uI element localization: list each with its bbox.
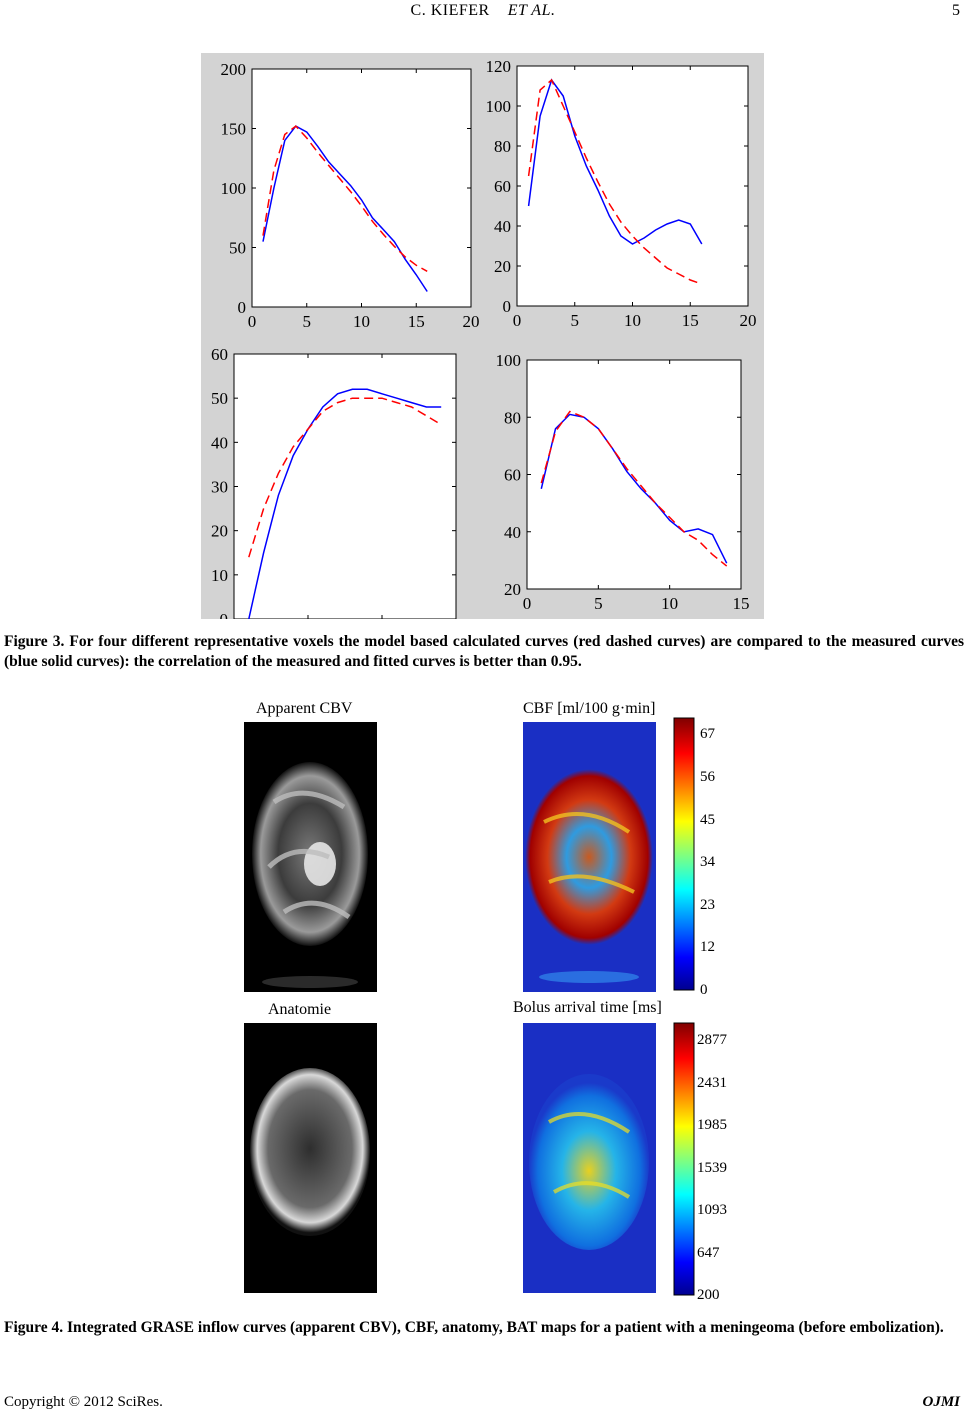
x-tick-label: 0	[523, 594, 532, 613]
plot-area	[526, 359, 742, 590]
y-tick-label: 120	[486, 57, 512, 76]
bat-title: Bolus arrival time [ms]	[513, 999, 662, 1016]
y-tick-label: 20	[494, 257, 511, 276]
bat-colorbar: 2877 2431 1985 1539 1093 647 200	[673, 1022, 728, 1303]
y-tick-label: 60	[211, 345, 228, 364]
y-tick-label: 30	[211, 478, 228, 497]
y-tick-label: 80	[504, 408, 521, 427]
cbf-tick: 56	[700, 769, 716, 785]
measured-curve	[540, 413, 728, 564]
y-tick-label: 40	[504, 523, 521, 542]
y-tick-label: 150	[221, 120, 247, 139]
plot-area	[516, 65, 749, 307]
x-tick-label: 5	[571, 311, 580, 330]
cbf-tick: 67	[700, 726, 716, 742]
measured-curve	[248, 388, 442, 619]
x-tick-label: 15	[733, 594, 750, 613]
y-tick-label: 80	[494, 137, 511, 156]
fitted-curve	[527, 78, 703, 285]
cbf-tick: 45	[700, 812, 715, 828]
cbf-colorbar: 67 56 45 34 23 12 0	[673, 717, 716, 998]
footer-copyright: Copyright © 2012 SciRes.	[4, 1394, 163, 1410]
fitted-curve	[248, 397, 442, 558]
bat-image	[523, 1023, 656, 1293]
bat-tick: 647	[697, 1245, 720, 1261]
x-tick-label: 0	[513, 311, 522, 330]
footer-journal: OJMI	[922, 1394, 960, 1410]
y-tick-label: 50	[229, 239, 246, 258]
bat-tick: 1985	[697, 1117, 727, 1133]
plot-area	[233, 353, 457, 619]
plot-area	[251, 68, 472, 308]
y-tick-label: 200	[221, 60, 247, 79]
x-tick-label: 10	[353, 312, 370, 331]
fitted-curve	[540, 410, 728, 567]
figure-4-maps: Apparent CBV CBF [ml/100 g·min] 67 56 45…	[234, 692, 774, 1304]
cbv-image	[244, 722, 377, 992]
y-tick-label: 20	[504, 580, 521, 599]
cbf-tick: 23	[700, 897, 715, 913]
bat-tick: 2431	[697, 1075, 727, 1091]
x-tick-label: 20	[740, 311, 757, 330]
running-head: C. KIEFER ET AL.	[0, 0, 966, 22]
figure-4-caption: Figure 4. Integrated GRASE inflow curves…	[4, 1319, 944, 1336]
cbf-tick: 12	[700, 939, 715, 955]
cbf-tick: 0	[700, 982, 708, 998]
y-tick-label: 100	[486, 97, 512, 116]
cbf-tick: 34	[700, 854, 716, 870]
y-tick-label: 0	[238, 298, 247, 317]
plot-2: 0 5 10 15 20 0 20 40 60 80 100 120	[486, 57, 757, 330]
cbv-title: Apparent CBV	[256, 700, 353, 717]
y-tick-label: 50	[211, 389, 228, 408]
bat-tick: 2877	[697, 1032, 728, 1048]
y-tick-label: 60	[504, 466, 521, 485]
bat-tick: 1539	[697, 1160, 727, 1176]
anatomy-image	[244, 1023, 377, 1293]
y-tick-label: 60	[494, 177, 511, 196]
figure-3-caption: Figure 3. For four different representat…	[4, 633, 964, 670]
x-tick-label: 15	[682, 311, 699, 330]
y-tick-label: 0	[220, 610, 229, 619]
figure-3-plots: 0 5 10 15 20 0 50 100 150 200 0 5 10 15 20 0 20 40 60 80 100…	[201, 53, 764, 619]
page-number: 5	[952, 2, 960, 19]
x-tick-label: 15	[408, 312, 425, 331]
y-tick-label: 10	[211, 566, 228, 585]
x-tick-label: 5	[594, 594, 603, 613]
measured-curve	[262, 125, 428, 292]
x-tick-label: 0	[248, 312, 257, 331]
plot-3: 0510150102030405060	[211, 345, 457, 619]
x-tick-label: 10	[624, 311, 641, 330]
cbf-title: CBF [ml/100 g·min]	[523, 700, 655, 717]
bat-tick: 1093	[697, 1202, 727, 1218]
y-tick-label: 20	[211, 522, 228, 541]
figure-4-svg: Apparent CBV CBF [ml/100 g·min] 67 56 45…	[244, 700, 728, 1303]
fitted-curve	[262, 125, 428, 272]
anatomy-title: Anatomie	[268, 1001, 331, 1018]
x-tick-label: 20	[463, 312, 480, 331]
plot-4: 0 5 10 15 20 40 60 80 100	[496, 351, 750, 613]
y-tick-label: 0	[503, 297, 512, 316]
cbf-image	[523, 722, 656, 992]
measured-curve	[527, 78, 703, 245]
y-tick-label: 100	[221, 179, 247, 198]
et-al: ET AL.	[507, 2, 556, 19]
x-tick-label: 5	[303, 312, 312, 331]
y-tick-label: 100	[496, 351, 522, 370]
x-tick-label: 10	[661, 594, 678, 613]
bat-tick: 200	[697, 1287, 720, 1303]
author-name: C. KIEFER	[410, 2, 490, 19]
y-tick-label: 40	[211, 433, 228, 452]
y-tick-label: 40	[494, 217, 511, 236]
